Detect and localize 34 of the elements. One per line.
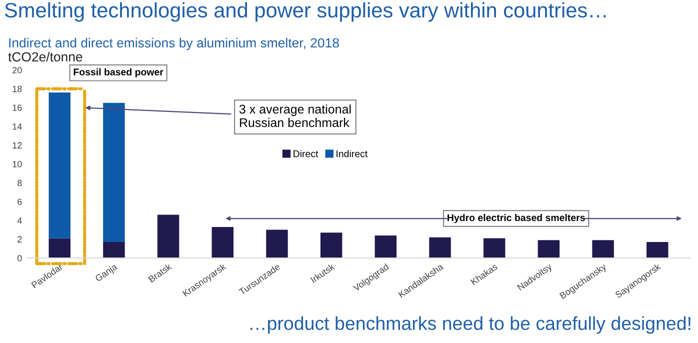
annotation: 3 x average national Russian benchmark	[239, 104, 351, 128]
bar	[103, 242, 125, 258]
y-tick-label: 20	[12, 66, 22, 74]
legend-label: Direct	[294, 150, 318, 158]
chart-title: Smelting technologies and power supplies vary within countries…	[4, 2, 606, 22]
y-tick-label: 8	[18, 180, 22, 186]
bar	[374, 235, 397, 258]
bar	[646, 242, 668, 258]
bar	[157, 214, 180, 258]
annotation: Fossil based power	[74, 68, 164, 78]
y-tick-label: 12	[12, 142, 22, 148]
bar	[48, 92, 70, 238]
bar	[592, 240, 614, 258]
y-tick-label: 6	[18, 198, 22, 205]
bar	[483, 238, 506, 258]
y-tick-label: 14	[12, 123, 22, 130]
bar	[48, 238, 70, 258]
bar	[320, 232, 342, 258]
y-tick-label: 16	[12, 104, 22, 111]
y-tick-label: 0	[17, 254, 22, 262]
chart-subtitle: Indirect and direct emissions by aluminium smelter, 2018	[9, 38, 339, 50]
bar	[212, 226, 234, 258]
annotation: Hydro electric based smelters	[448, 214, 585, 224]
bar	[266, 230, 288, 258]
y-axis-title: tCO2e/tonne	[8, 52, 82, 62]
bar	[538, 240, 560, 258]
y-tick-label: 2	[18, 236, 22, 242]
bar	[429, 237, 451, 258]
legend-label: Indirect	[336, 150, 368, 158]
y-tick-label: 18	[12, 86, 22, 92]
y-tick-label: 10	[12, 160, 22, 168]
text: …product benchmarks need to be carefully designed!	[250, 316, 690, 334]
y-tick-label: 4	[17, 217, 22, 224]
bar	[103, 102, 125, 242]
